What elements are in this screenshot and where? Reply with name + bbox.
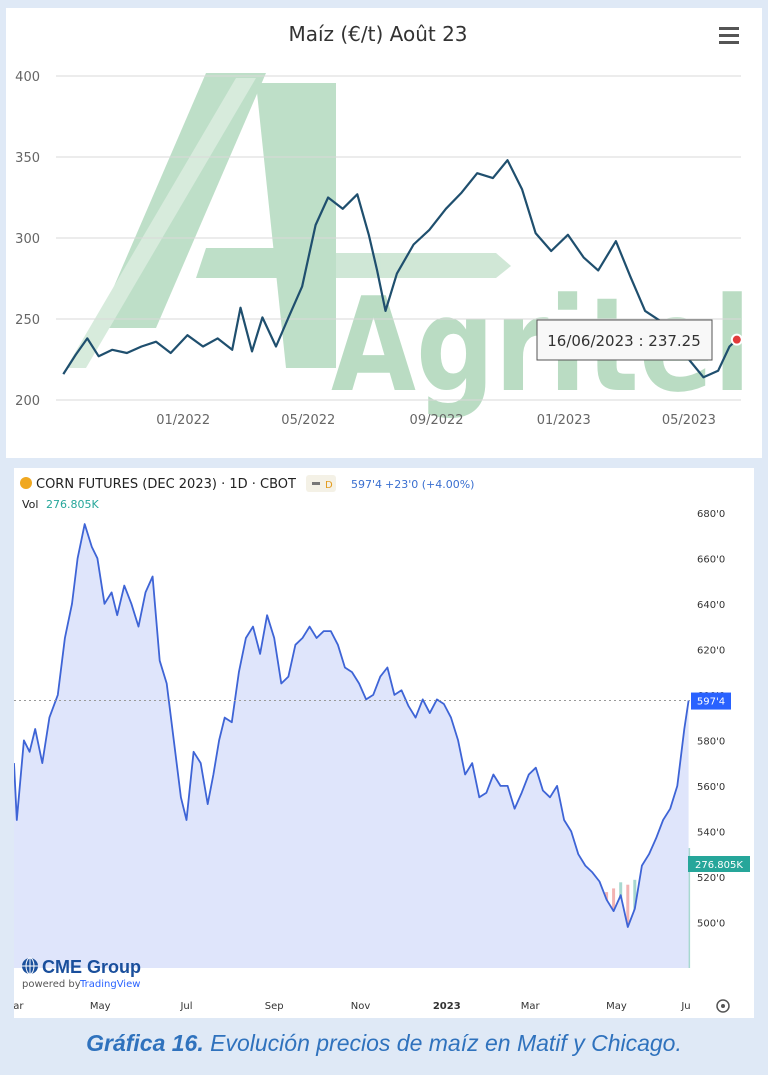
y-tick-label: 400	[15, 70, 40, 85]
y-tick-label: 620'0	[697, 645, 725, 656]
series-line	[62, 159, 738, 379]
cme-logo: CME Group	[22, 957, 141, 977]
agritel-watermark	[66, 73, 511, 368]
caption-label: Gráfica 16.	[86, 1030, 204, 1056]
vol-value: 276.805K	[46, 498, 99, 511]
x-tick-label: 2023	[433, 1001, 461, 1012]
y-tick-label: 580'0	[697, 736, 725, 747]
coin-icon	[20, 477, 32, 489]
svg-text:CME Group: CME Group	[42, 957, 141, 977]
x-tick-label: Sep	[265, 1001, 284, 1012]
chart-title: CORN FUTURES (DEC 2023) · 1D · CBOT	[36, 477, 296, 492]
x-tick-label: Jul	[179, 1001, 192, 1012]
gear-icon[interactable]	[716, 999, 730, 1013]
interval-badge: D	[306, 475, 336, 492]
x-tick-label: 05/2023	[662, 413, 716, 428]
last-point-marker	[730, 333, 743, 346]
x-tick-label: 01/2022	[156, 413, 210, 428]
y-tick-label: 350	[15, 151, 40, 166]
x-tick-label: Mar	[14, 1001, 24, 1012]
y-tick-label: 540'0	[697, 827, 725, 838]
y-tick-label: 560'0	[697, 782, 725, 793]
tooltip: 16/06/2023 : 237.25	[536, 319, 713, 361]
chart-title: Maíz (€/t) Août 23	[288, 22, 467, 46]
x-tick-label: May	[90, 1001, 111, 1012]
volume-badge: 276.805K	[688, 856, 750, 872]
figure-caption: Gráfica 16. Evolución precios de maíz en…	[0, 1030, 768, 1057]
header-change: +23'0 (+4.00%)	[385, 478, 474, 491]
vol-label: Vol	[22, 498, 38, 511]
svg-text:D: D	[325, 480, 333, 491]
x-tick-label: 05/2022	[281, 413, 335, 428]
y-tick-label: 200	[15, 394, 40, 409]
cbot-chart: 500'0520'0540'0560'0580'0600'0620'0640'0…	[14, 475, 750, 1013]
y-tick-label: 680'0	[697, 509, 725, 520]
x-tick-label: Nov	[351, 1001, 371, 1012]
x-tick-label: May	[606, 1001, 627, 1012]
menu-icon[interactable]	[719, 27, 739, 44]
series-line	[14, 523, 690, 928]
cbot-chart-panel: 500'0520'0540'0560'0580'0600'0620'0640'0…	[14, 468, 754, 1018]
y-tick-label: 250	[15, 313, 40, 328]
y-tick-label: 520'0	[697, 873, 725, 884]
tooltip-text: 16/06/2023 : 237.25	[547, 332, 701, 350]
caption-text: Evolución precios de maíz en Matif y Chi…	[203, 1030, 682, 1056]
header-price: 597'4	[351, 478, 382, 491]
series-area	[14, 524, 689, 968]
last-price-badge: 597'4	[691, 692, 731, 710]
svg-text:276.805K: 276.805K	[695, 860, 743, 871]
y-tick-label: 660'0	[697, 554, 725, 565]
svg-text:597'4: 597'4	[697, 697, 725, 708]
tradingview-brand: TradingView	[79, 979, 140, 990]
y-tick-label: 300	[15, 232, 40, 247]
x-tick-label: Ju	[680, 1001, 690, 1012]
y-tick-label: 640'0	[697, 600, 725, 611]
x-tick-label: 09/2022	[410, 413, 464, 428]
x-tick-label: 01/2023	[537, 413, 591, 428]
x-tick-label: Mar	[521, 1001, 541, 1012]
powered-by: powered by	[22, 979, 81, 990]
y-tick-label: 500'0	[697, 918, 725, 929]
